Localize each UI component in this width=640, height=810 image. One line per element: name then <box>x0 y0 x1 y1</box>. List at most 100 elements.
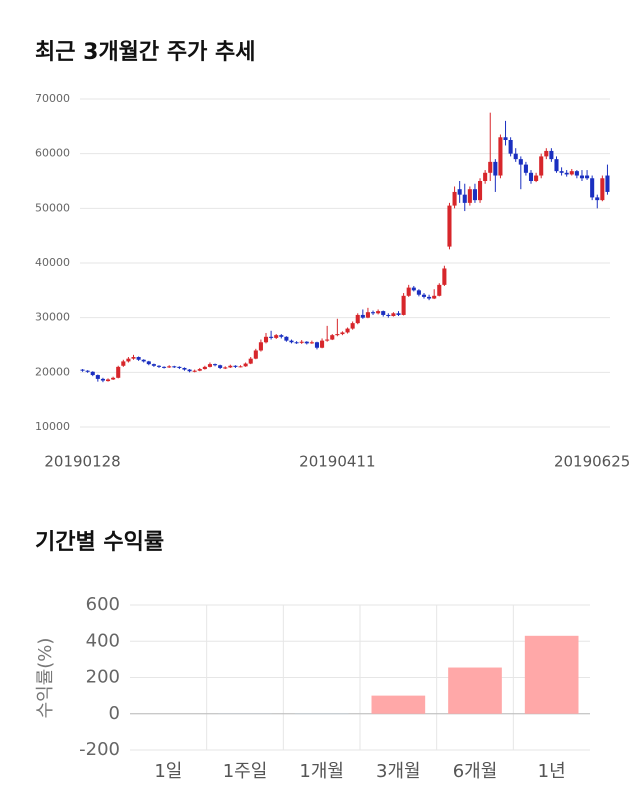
y-tick-label: 200 <box>86 667 120 688</box>
candle-body <box>345 328 350 333</box>
candle-body <box>386 314 391 317</box>
candle-body <box>202 366 207 370</box>
candle-body <box>136 357 141 360</box>
candle-body <box>442 268 447 285</box>
y-tick-label: 60000 <box>35 147 70 160</box>
candle-body <box>381 311 386 315</box>
candle-body <box>579 175 585 179</box>
y-tick-label: 600 <box>86 594 120 615</box>
candle-body <box>126 358 131 362</box>
x-tick-label: 1년 <box>538 761 566 782</box>
candle-body <box>376 311 381 314</box>
candle-body <box>146 361 151 365</box>
candle-body <box>253 350 258 359</box>
bar <box>448 667 502 714</box>
candle-body <box>289 340 294 343</box>
candle-body <box>111 377 116 380</box>
y-axis-label: 수익률(%) <box>35 638 56 719</box>
candle-body <box>151 364 156 366</box>
candle-body <box>269 336 274 338</box>
candle-body <box>605 175 610 192</box>
candle-body <box>80 369 85 371</box>
candle-body <box>467 189 472 203</box>
y-tick-label: 50000 <box>35 201 70 214</box>
candle-body <box>284 336 289 341</box>
candle-body <box>518 159 523 165</box>
candle-body <box>437 284 442 296</box>
candle-body <box>478 181 483 201</box>
candle-body <box>177 366 182 368</box>
candle-body <box>483 172 488 181</box>
candle-body <box>90 371 95 376</box>
candle-body <box>432 295 437 299</box>
candle-body <box>564 172 569 175</box>
candle-body <box>360 314 365 318</box>
y-tick-label: 400 <box>86 630 120 651</box>
candle-body <box>197 369 202 371</box>
candle-body <box>325 339 330 341</box>
candle-body <box>370 312 376 314</box>
candle-body <box>238 366 243 368</box>
candle-body <box>534 175 539 181</box>
candle-body <box>162 366 167 368</box>
candle-body <box>350 323 355 329</box>
candle-body <box>243 363 248 367</box>
candle-body <box>554 159 559 172</box>
candle-body <box>539 156 544 176</box>
bar <box>371 695 426 714</box>
candle-body <box>279 335 284 337</box>
x-tick-label: 20190625 <box>554 453 630 471</box>
candle-body <box>472 189 477 201</box>
candle-body <box>294 342 299 344</box>
candle-body <box>213 364 218 366</box>
x-tick-label: 3개월 <box>376 761 421 782</box>
candle-body <box>416 290 421 295</box>
candle-body <box>207 364 212 367</box>
candle-body <box>258 342 263 351</box>
candle-body <box>233 365 238 367</box>
candle-body <box>335 334 340 336</box>
candle-body <box>508 140 513 154</box>
y-tick-label: 10000 <box>35 420 70 433</box>
candle-body <box>187 369 192 372</box>
candle-body <box>223 367 228 369</box>
y-tick-label: 20000 <box>35 365 70 378</box>
candle-body <box>513 153 518 160</box>
candle-body <box>600 178 605 201</box>
candle-body <box>498 137 503 176</box>
candle-body <box>156 365 162 367</box>
candle-body <box>121 361 126 366</box>
candle-body <box>172 366 177 368</box>
candle-body <box>391 313 396 317</box>
candle-body <box>182 367 187 370</box>
y-tick-label: 70000 <box>35 92 70 105</box>
x-tick-label: 1일 <box>154 761 182 782</box>
candle-body <box>116 366 121 378</box>
candle-body <box>304 341 309 344</box>
bar <box>524 635 579 714</box>
candle-body <box>314 342 320 348</box>
candle-body <box>85 370 90 372</box>
candle-body <box>569 171 574 175</box>
candle-body <box>452 191 457 206</box>
candle-body <box>559 171 564 173</box>
candle-body <box>401 295 406 315</box>
candle-body <box>523 164 528 173</box>
x-tick-label: 6개월 <box>453 761 498 782</box>
candle-body <box>488 161 493 173</box>
candle-body <box>330 335 335 340</box>
candle-body <box>585 175 590 179</box>
x-tick-label: 1개월 <box>299 761 344 782</box>
candle-body <box>447 205 452 247</box>
chart-title: 최근 3개월간 주가 추세 <box>35 40 255 65</box>
candle-body <box>100 378 105 381</box>
candle-body <box>457 189 462 195</box>
candle-body <box>228 365 233 368</box>
candle-body <box>167 366 172 368</box>
candle-body <box>365 312 370 318</box>
candle-body <box>544 150 549 157</box>
y-tick-label: 30000 <box>35 311 70 324</box>
candle-body <box>421 294 427 297</box>
candle-body <box>574 171 579 176</box>
